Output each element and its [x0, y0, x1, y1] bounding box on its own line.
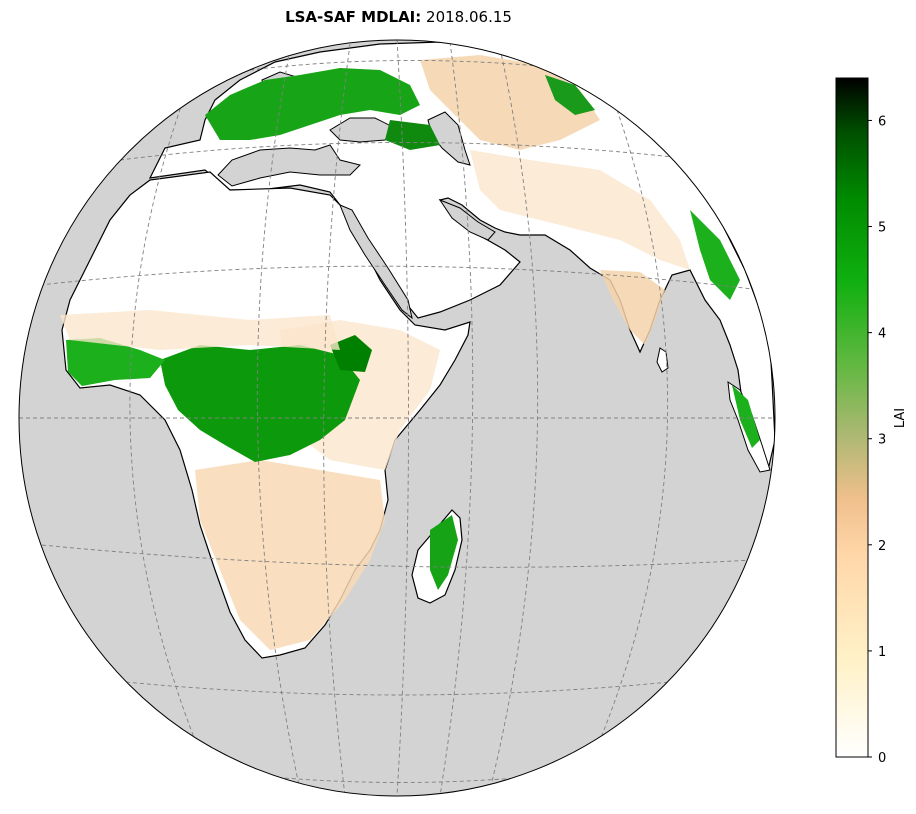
globe-outline [18, 39, 776, 797]
mediterranean-sea [217, 144, 361, 187]
colorbar-tick-label: 1 [878, 645, 886, 660]
colorbar-ticks: 0 1 2 3 4 5 6 [868, 114, 886, 766]
title-product: LSA-SAF MDLAI [285, 8, 416, 26]
landmass-srilanka [656, 347, 669, 373]
map-title: LSA-SAF MDLAI: 2018.06.15 [0, 8, 797, 26]
vegetation-layer [60, 55, 760, 650]
title-separator: : [415, 8, 422, 26]
red-sea [339, 204, 413, 320]
colorbar-tick-label: 3 [878, 433, 886, 448]
colorbar-tick-label: 6 [878, 114, 886, 129]
colorbar-tick-label: 2 [878, 539, 886, 554]
graticule [19, 40, 775, 796]
colorbar-tick-label: 0 [878, 751, 886, 766]
colorbar-tick-label: 5 [878, 221, 886, 236]
colorbar: 0 1 2 3 4 5 6 LAI [835, 77, 908, 766]
colorbar-label: LAI [893, 408, 908, 428]
colorbar-tick-label: 4 [878, 327, 886, 342]
globe-map [18, 39, 776, 797]
title-date: 2018.06.15 [426, 8, 512, 26]
colorbar-gradient [835, 77, 869, 758]
